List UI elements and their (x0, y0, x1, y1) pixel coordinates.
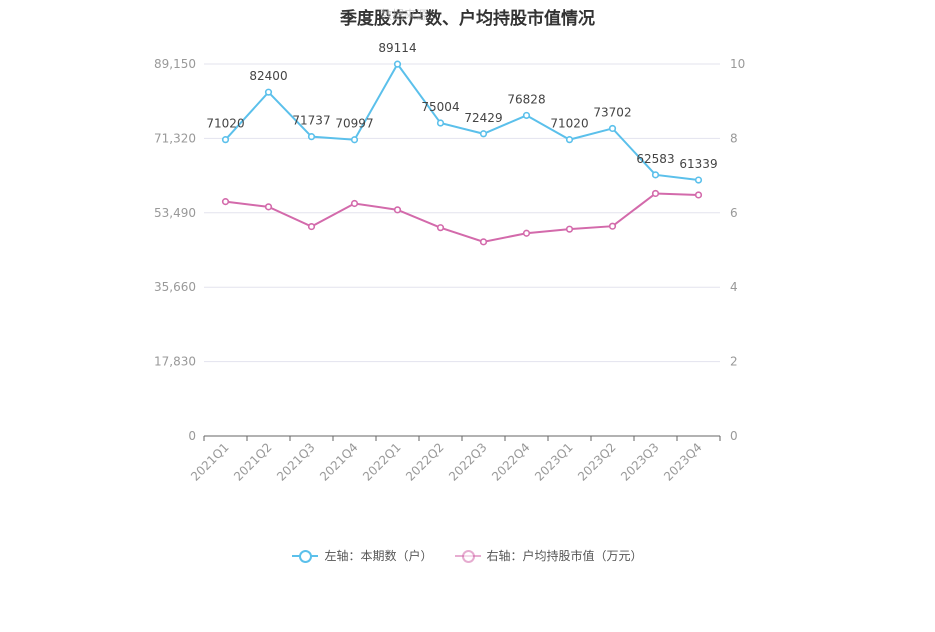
watermark: 数据来源： (380, 8, 441, 22)
x-tick-label: 2023Q2 (575, 440, 619, 484)
data-point-left (393, 60, 402, 68)
x-tick-label: 2022Q2 (403, 440, 447, 484)
data-label: 62583 (636, 152, 674, 166)
series-line-left (224, 62, 699, 182)
x-tick-label: 2022Q4 (489, 440, 533, 484)
x-tick-label: 2021Q1 (188, 440, 232, 484)
y-right-tick-label: 6 (730, 206, 738, 220)
data-label: 72429 (464, 111, 502, 125)
data-point-left (264, 88, 273, 96)
y-right-tick-label: 10 (730, 57, 745, 71)
y-right-tick-label: 4 (730, 280, 738, 294)
x-tick-label: 2021Q3 (274, 440, 318, 484)
data-point-left (694, 176, 703, 184)
data-label: 82400 (249, 69, 287, 83)
legend-label-right-series: 右轴：户均持股市值（万元） (486, 549, 643, 563)
data-point-right (307, 222, 316, 231)
data-point-left (436, 119, 445, 127)
x-tick-label: 2023Q1 (532, 440, 576, 484)
data-point-right (350, 199, 359, 208)
data-point-left (651, 171, 660, 179)
data-point-right (221, 198, 230, 206)
legend-left-series-icon (292, 549, 319, 563)
y-right-tick-label: 0 (730, 429, 738, 443)
series-line-right (225, 192, 699, 243)
data-label: 71737 (292, 114, 330, 128)
data-label: 75004 (421, 100, 459, 114)
legend-item-left-series[interactable]: 左轴：本期数（户） (292, 547, 433, 564)
data-point-left (221, 136, 230, 144)
data-point-right (608, 222, 617, 230)
x-tick-label: 2022Q3 (446, 440, 490, 484)
y-right-tick-label: 8 (730, 131, 738, 145)
x-tick-label: 2023Q3 (618, 440, 662, 484)
x-tick-label: 2023Q4 (661, 440, 705, 484)
data-point-right (479, 238, 488, 246)
data-point-left (350, 136, 359, 144)
y-left-tick-label: 71,320 (154, 131, 196, 145)
data-point-left (479, 130, 488, 138)
data-label: 89114 (378, 41, 416, 55)
data-label: 71020 (550, 117, 588, 131)
y-left-tick-label: 17,830 (154, 355, 196, 369)
data-point-left (565, 136, 574, 144)
legend: 左轴：本期数（户） 右轴：户均持股市值（万元） (0, 547, 935, 564)
data-point-right (436, 224, 445, 232)
data-label: 71020 (206, 117, 244, 131)
data-point-left (522, 111, 531, 120)
data-point-right (651, 189, 660, 198)
y-right-tick-label: 2 (730, 355, 738, 369)
data-label: 76828 (507, 92, 545, 106)
data-point-right (393, 206, 402, 214)
y-left-tick-label: 53,490 (154, 206, 196, 220)
data-label: 73702 (593, 105, 631, 119)
x-tick-label: 2022Q1 (360, 440, 404, 484)
x-tick-label: 2021Q4 (317, 440, 361, 484)
y-left-tick-label: 89,150 (154, 57, 196, 71)
data-point-right (264, 203, 273, 211)
chart-title: 季度股东户数、户均持股市值情况 (340, 9, 595, 29)
data-point-right (694, 191, 703, 199)
data-point-left (608, 124, 617, 133)
data-point-left (307, 133, 316, 141)
data-point-right (565, 225, 574, 233)
data-label: 61339 (679, 157, 717, 171)
x-tick-label: 2021Q2 (231, 440, 275, 484)
y-left-tick-label: 0 (188, 429, 196, 443)
legend-label-left-series: 左轴：本期数（户） (324, 549, 433, 563)
data-label: 70997 (335, 117, 373, 131)
y-left-tick-label: 35,660 (154, 280, 196, 294)
data-point-right (522, 229, 531, 237)
legend-right-series-icon (454, 549, 481, 563)
legend-item-right-series[interactable]: 右轴：户均持股市值（万元） (454, 547, 643, 564)
